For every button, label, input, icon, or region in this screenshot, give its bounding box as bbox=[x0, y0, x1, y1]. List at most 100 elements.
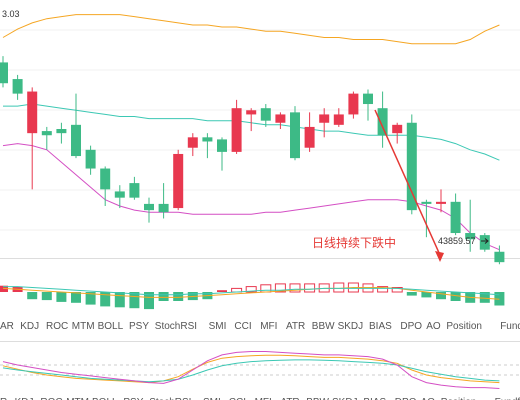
indicator-tab-cci[interactable]: CCI bbox=[229, 397, 246, 400]
candle-body bbox=[129, 183, 140, 198]
candle-body bbox=[319, 114, 330, 123]
last-price-tag: 43859.57 bbox=[438, 236, 476, 246]
indicator-tab-kdj[interactable]: KDJ bbox=[20, 321, 39, 332]
indicator-tab-ao[interactable]: AO bbox=[426, 321, 441, 332]
candle-body bbox=[348, 93, 359, 115]
indicator-tab-smi[interactable]: SMI bbox=[209, 321, 227, 332]
indicator-tab-position[interactable]: Position bbox=[446, 321, 482, 332]
osc-line-2 bbox=[3, 286, 500, 296]
candle-body bbox=[450, 201, 461, 234]
indicator-tab-fundflow[interactable]: Fundflow bbox=[495, 397, 520, 400]
hist-bar bbox=[217, 290, 227, 292]
indicator-tab-position[interactable]: Position bbox=[441, 397, 477, 400]
candle-body bbox=[85, 149, 96, 169]
hist-bar bbox=[158, 292, 169, 301]
candle-body bbox=[41, 131, 52, 136]
candle-body bbox=[377, 108, 388, 136]
hist-bar bbox=[41, 292, 52, 301]
indicator-tab-boll[interactable]: BOLL bbox=[92, 397, 118, 400]
hist-bar bbox=[173, 292, 184, 301]
hist-bar bbox=[406, 292, 417, 296]
price-tag-arrow-icon bbox=[481, 238, 489, 244]
candle-body bbox=[246, 110, 257, 115]
candle-body bbox=[304, 126, 315, 148]
indicator-tab-kdj[interactable]: KDJ bbox=[15, 397, 34, 400]
candle-body bbox=[71, 124, 81, 157]
candle-body bbox=[290, 112, 300, 159]
candle-body bbox=[436, 201, 446, 204]
indicator-tab-psy[interactable]: PSY bbox=[123, 397, 143, 400]
indicator-tab-stochrsi[interactable]: StochRSI bbox=[155, 321, 197, 332]
indicator-tab-mfi[interactable]: MFI bbox=[255, 397, 272, 400]
candle-body bbox=[158, 203, 169, 213]
hist-bar bbox=[100, 292, 111, 307]
indicator-tab-roc[interactable]: ROC bbox=[46, 321, 68, 332]
candle-body bbox=[392, 124, 403, 134]
hist-bar bbox=[85, 292, 96, 305]
hist-bar bbox=[274, 283, 286, 293]
indicator-tab-bbw[interactable]: BBW bbox=[312, 321, 335, 332]
hist-bar bbox=[144, 292, 154, 310]
hist-bar bbox=[436, 292, 446, 300]
candle-body bbox=[421, 201, 432, 204]
annotation-arrow bbox=[374, 109, 441, 256]
indicator-tab-mtm[interactable]: MTM bbox=[66, 397, 89, 400]
hist-bar bbox=[421, 292, 432, 298]
indicator-tab-ao[interactable]: AO bbox=[421, 397, 436, 400]
indicator-tab-dpo[interactable]: DPO bbox=[395, 397, 417, 400]
candle-body bbox=[0, 62, 8, 84]
indicator-tab-roc[interactable]: ROC bbox=[40, 397, 62, 400]
candle-body bbox=[479, 235, 490, 250]
indicator-tab-mfi[interactable]: MFI bbox=[260, 321, 277, 332]
indicator-tab-ar[interactable]: AR bbox=[0, 321, 14, 332]
candle-body bbox=[333, 114, 344, 125]
candle-body bbox=[465, 233, 476, 240]
oscillator-panel bbox=[0, 282, 505, 310]
indicator-tab-psy[interactable]: PSY bbox=[129, 321, 149, 332]
indicator-tab-cci[interactable]: CCI bbox=[234, 321, 251, 332]
indicator-tab-fundflow[interactable]: Fundflow bbox=[500, 321, 520, 332]
candle-body bbox=[406, 122, 417, 211]
indicator-tab-atr[interactable]: ATR bbox=[286, 321, 305, 332]
kdj-j-line bbox=[2, 351, 500, 389]
candle-body bbox=[260, 108, 271, 121]
hist-bar bbox=[333, 282, 345, 293]
indicator-tab-boll[interactable]: BOLL bbox=[98, 321, 124, 332]
hist-bar bbox=[260, 284, 272, 293]
indicator-tab-bbw[interactable]: BBW bbox=[306, 397, 329, 400]
candle-body bbox=[363, 93, 373, 105]
boll-lower-line bbox=[2, 143, 500, 251]
indicator-tab-smi[interactable]: SMI bbox=[203, 397, 221, 400]
indicator-tab-r[interactable]: R bbox=[0, 397, 7, 400]
indicator-tab-bar[interactable]: AR KDJ ROC MTM BOLL PSY StochRSI SMI CCI MFI ATR BB… bbox=[0, 319, 520, 333]
kdj-d-line bbox=[2, 359, 500, 383]
candle-body bbox=[173, 153, 184, 209]
annotation-layer: 日线持续下跌中 43859.57 bbox=[312, 109, 489, 262]
indicator-tab-dpo[interactable]: DPO bbox=[400, 321, 422, 332]
candle-body bbox=[56, 129, 67, 134]
indicator-tab-stochrsi[interactable]: StochRSI bbox=[149, 397, 191, 400]
candle-body bbox=[114, 191, 125, 198]
hist-bar bbox=[245, 286, 257, 293]
hist-bar bbox=[56, 292, 67, 302]
hist-bar bbox=[129, 292, 140, 309]
hist-bar bbox=[289, 283, 301, 293]
candle-body bbox=[12, 79, 23, 94]
indicator-tab-mtm[interactable]: MTM bbox=[72, 321, 95, 332]
kdj-panel bbox=[0, 351, 520, 389]
hist-bar bbox=[479, 292, 490, 303]
candle-body bbox=[275, 114, 286, 123]
hist-bar bbox=[27, 292, 38, 300]
hist-bar bbox=[450, 292, 461, 301]
indicator-tab-bias[interactable]: BIAS bbox=[363, 397, 386, 400]
indicator-tab-skdj[interactable]: SKDJ bbox=[332, 397, 358, 400]
indicator-tab-skdj[interactable]: SKDJ bbox=[338, 321, 364, 332]
indicator-tab-bias[interactable]: BIAS bbox=[369, 321, 392, 332]
candle-body bbox=[27, 91, 38, 134]
indicator-tab-atr[interactable]: ATR bbox=[280, 397, 299, 400]
kdj-k-line bbox=[2, 354, 500, 384]
hist-bar bbox=[71, 292, 81, 303]
